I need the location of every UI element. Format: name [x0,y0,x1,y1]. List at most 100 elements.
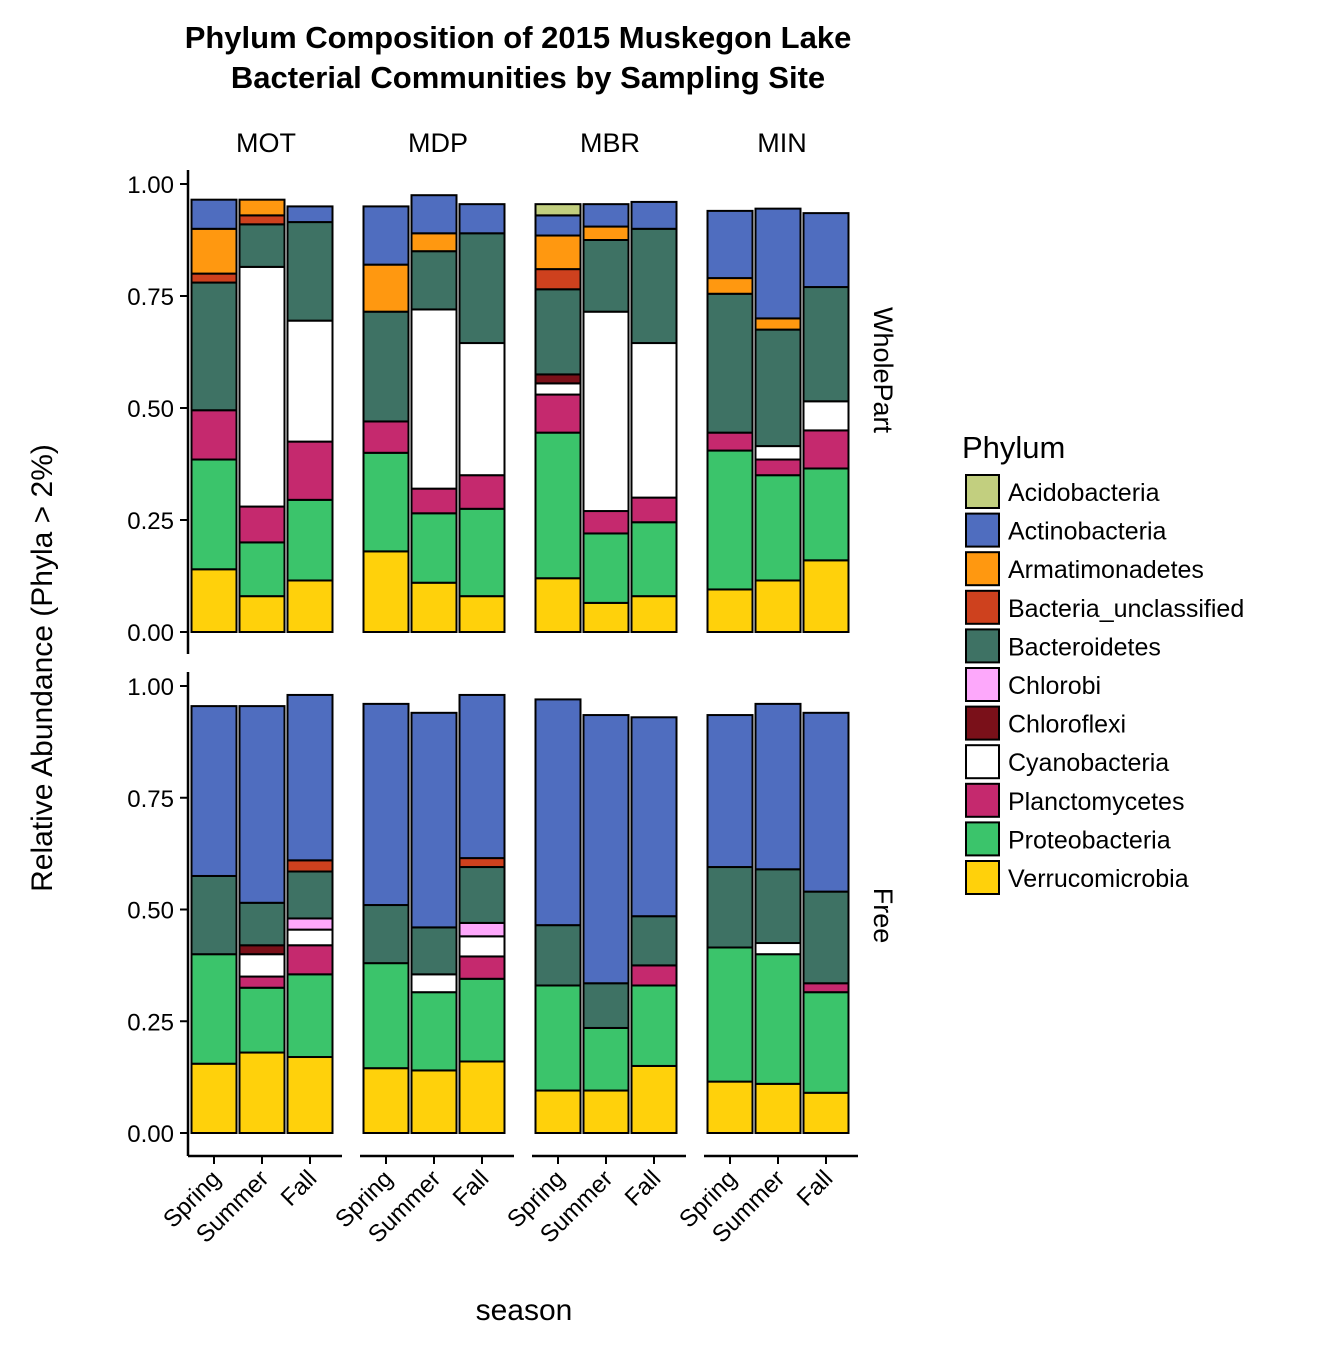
bar-segment-actinobacteria [410,711,458,929]
bar-segment-bacteria-unclassified [286,859,334,873]
legend-swatch-verrucomicrobia [965,860,1000,895]
bar-segment-proteobacteria [706,449,754,591]
legend-swatch-armatimonadetes [965,551,1000,587]
bar-segment-bacteroidetes [534,924,582,987]
bar-segment-bacteroidetes [458,232,506,345]
bar-segment-proteobacteria [630,984,678,1067]
bar-segment-cyanobacteria [754,445,802,461]
bar-segment-actinobacteria [582,714,630,985]
bar-segment-proteobacteria [706,946,754,1083]
bar-segment-proteobacteria [362,962,410,1070]
bar-segment-bacteroidetes [190,874,238,956]
legend-label-verrucomicrobia: Verrucomicrobia [1008,865,1189,893]
bar-segment-proteobacteria [362,451,410,553]
bar-segment-armatimonadetes [582,225,630,241]
bar-segment-proteobacteria [534,431,582,580]
bar-segment-proteobacteria [286,498,334,582]
bar-segment-acidobacteria [534,203,582,217]
bar-segment-planctomycetes [190,409,238,461]
bar-segment-verrucomicrobia [410,581,458,633]
bar-segment-planctomycetes [458,474,506,510]
bar-segment-verrucomicrobia [706,1080,754,1134]
bar-segment-verrucomicrobia [754,1082,802,1134]
legend-title: Phylum [962,430,1065,465]
bar-segment-verrucomicrobia [534,577,582,633]
bar-segment-bacteroidetes [802,890,850,985]
bar-segment-bacteroidetes [630,915,678,967]
bar-segment-planctomycetes [362,420,410,454]
bar-segment-cyanobacteria [582,310,630,513]
bar-segment-proteobacteria [458,507,506,598]
bar-segment-actinobacteria [410,194,458,235]
legend-swatch-planctomycetes [965,782,1000,818]
bar-segment-bacteroidetes [286,221,334,322]
bar-segment-armatimonadetes [190,227,238,275]
bar-segment-bacteria-unclassified [534,268,582,291]
bar-segment-proteobacteria [190,953,238,1065]
bar-segment-verrucomicrobia [190,1062,238,1134]
bar-segment-cyanobacteria [534,382,582,396]
chart-title-line-2: Bacterial Communities by Sampling Site [231,60,825,95]
bar-segment-bacteroidetes [802,286,850,403]
bar-segment-proteobacteria [238,541,286,598]
bar-segment-verrucomicrobia [238,1051,286,1135]
bar-segment-proteobacteria [238,986,286,1054]
bar-segment-verrucomicrobia [362,550,410,633]
y-tick-label: 0.75 [127,284,174,311]
x-tick-label-fall: Fall [448,1165,494,1211]
y-axis-title: Relative Abundance (Phyla > 2%) [26,444,59,892]
bar-segment-actinobacteria [706,209,754,280]
bar-segment-cyanobacteria [630,342,678,499]
facet-label-min: MIN [757,128,807,158]
bar-segment-bacteroidetes [410,926,458,976]
bar-segment-planctomycetes [458,955,506,980]
bar-segment-proteobacteria [534,984,582,1092]
bar-segment-planctomycetes [238,975,286,989]
bar-segment-proteobacteria [582,1026,630,1092]
y-tick-label: 0.00 [127,620,174,647]
bar-segment-proteobacteria [754,953,802,1085]
bar-segment-armatimonadetes [410,232,458,253]
bar-segment-verrucomicrobia [630,1064,678,1134]
bar-segment-bacteroidetes [362,310,410,423]
facet-label-mot: MOT [236,128,296,158]
x-tick-label-fall: Fall [620,1165,666,1211]
legend-label-armatimonadetes: Armatimonadetes [1008,556,1204,584]
x-tick-label-fall: Fall [792,1165,838,1211]
chart-title-line-1: Phylum Composition of 2015 Muskegon Lake [185,20,852,55]
y-tick-label: 1.00 [127,172,174,199]
bar-segment-bacteroidetes [286,870,334,920]
bar-segment-actinobacteria [190,705,238,877]
bar-segment-actinobacteria [630,716,678,918]
bar-segment-planctomycetes [706,431,754,452]
bar-segment-verrucomicrobia [362,1067,410,1135]
y-tick-label: 1.00 [127,674,174,701]
bar-segment-verrucomicrobia [410,1069,458,1135]
facet-label-free: Free [868,888,898,944]
bar-segment-armatimonadetes [534,234,582,271]
facet-label-mdp: MDP [408,128,468,158]
bar-segment-bacteroidetes [754,868,802,945]
legend-label-acidobacteria: Acidobacteria [1008,479,1160,507]
bar-segment-bacteroidetes [238,901,286,947]
bar-segment-actinobacteria [238,705,286,904]
bar-segment-armatimonadetes [754,317,802,331]
bar-segment-verrucomicrobia [534,1089,582,1135]
y-tick-label: 0.50 [127,396,174,423]
bar-segment-proteobacteria [630,521,678,598]
legend-label-bacteria-unclassified: Bacteria_unclassified [1008,595,1244,623]
bar-segment-planctomycetes [534,393,582,434]
bar-segment-actinobacteria [754,702,802,871]
bar-segment-armatimonadetes [238,198,286,217]
legend-label-planctomycetes: Planctomycetes [1008,788,1184,816]
bar-segment-cyanobacteria [410,308,458,490]
bar-segment-planctomycetes [630,964,678,987]
bar-segment-planctomycetes [802,429,850,470]
bar-segment-bacteria-unclassified [238,214,286,226]
bar-segment-chlorobi [458,921,506,938]
bar-segment-verrucomicrobia [706,588,754,634]
facet-label-wholepart: WholePart [868,307,898,434]
legend-swatch-cyanobacteria [965,744,1000,780]
legend-label-actinobacteria: Actinobacteria [1008,518,1167,546]
